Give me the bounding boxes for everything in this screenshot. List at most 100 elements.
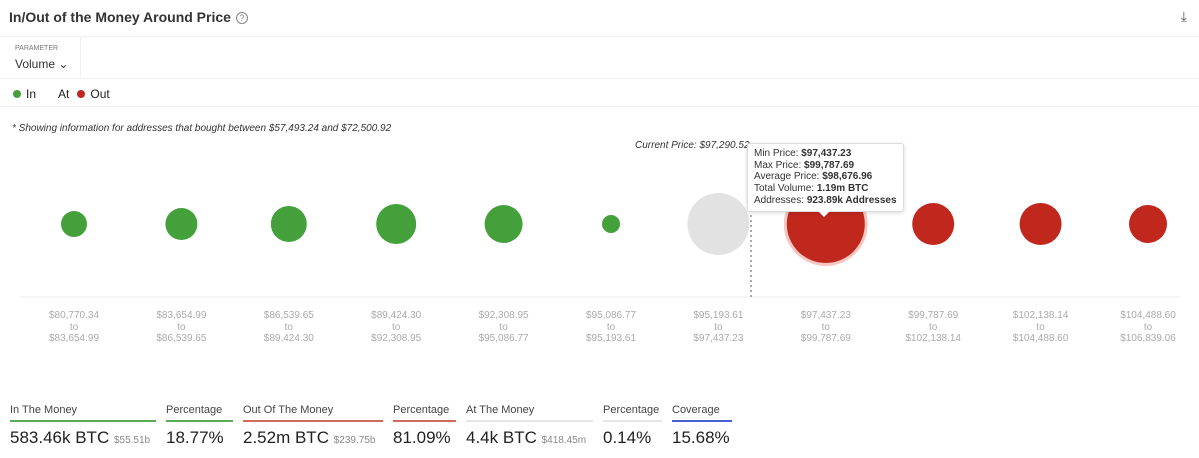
parameter-select[interactable]: PARAMETER Volume ⌄ (0, 36, 81, 78)
bubble-out[interactable] (1019, 203, 1062, 245)
x-tick-label: $95,086.77 (479, 333, 529, 344)
title-text: In/Out of the Money Around Price (9, 9, 231, 25)
stat-label: Percentage (393, 404, 456, 422)
stat-value: 15.68% (672, 428, 730, 447)
x-tick-label: $104,488.60 (1013, 333, 1069, 344)
x-tick-label: to (392, 322, 401, 333)
stat-label: At The Money (466, 404, 593, 422)
x-tick-label: $95,086.77 (586, 310, 636, 321)
divider (0, 36, 1199, 37)
x-tick-label: $97,437.23 (693, 333, 743, 344)
x-tick-label: $92,308.95 (479, 310, 529, 321)
bubble-in[interactable] (61, 211, 87, 237)
legend-label: At (58, 87, 70, 101)
x-tick-label: $95,193.61 (693, 310, 743, 321)
stat-0: In The Money 583.46k BTC $55.51b (10, 404, 156, 448)
stat-6: Coverage 15.68% (672, 404, 732, 448)
tooltip-label: Total Volume: (754, 183, 815, 195)
tooltip-volume: 1.19m BTC (816, 183, 869, 195)
legend-out[interactable]: Out (77, 87, 110, 101)
bubble-in[interactable] (376, 204, 417, 244)
bubble-in[interactable] (602, 215, 620, 233)
stat-value: 81.09% (393, 428, 451, 447)
stat-label: Percentage (603, 404, 662, 422)
stat-3: Percentage 81.09% (393, 404, 456, 448)
x-tick-label: to (1036, 322, 1045, 333)
x-tick-label: $99,787.69 (801, 333, 851, 344)
stat-4: At The Money 4.4k BTC $418.45m (466, 404, 593, 448)
x-tick-label: $104,488.60 (1120, 310, 1176, 321)
x-tick-label: $92,308.95 (371, 333, 421, 344)
tooltip-label: Min Price: (754, 148, 799, 159)
x-tick-label: to (607, 322, 616, 333)
x-tick-label: $95,193.61 (586, 333, 636, 344)
x-tick-label: to (177, 322, 186, 333)
x-tick-label: $80,770.34 (49, 310, 99, 321)
tooltip-min-price: $97,437.23 (801, 148, 852, 159)
current-price-label: Current Price: $97,290.52 (635, 140, 750, 151)
bubble-in[interactable] (484, 205, 523, 243)
legend-in[interactable]: In (13, 87, 36, 101)
x-tick-label: to (822, 322, 831, 333)
x-tick-label: $97,437.23 (801, 310, 851, 321)
parameter-value: Volume (15, 57, 56, 71)
tooltip-avg-price: $98,676.96 (822, 171, 873, 183)
summary-stats: In The Money 583.46k BTC $55.51b Percentag… (10, 404, 732, 448)
stat-value: 583.46k BTC (10, 428, 110, 447)
x-tick-label: to (70, 322, 79, 333)
divider (0, 106, 1199, 107)
stat-value: 0.14% (603, 428, 652, 447)
download-icon[interactable]: ⤓ (1180, 8, 1187, 24)
stat-label: In The Money (10, 404, 156, 422)
red-dot-icon (77, 90, 86, 98)
stat-value: 4.4k BTC (466, 428, 537, 447)
x-tick-label: to (1144, 322, 1153, 333)
stat-label: Coverage (672, 404, 732, 422)
stat-value: 18.77% (166, 428, 224, 447)
legend-label: Out (90, 87, 110, 101)
x-tick-label: to (714, 322, 723, 333)
green-dot-icon (13, 90, 21, 98)
bubble-at[interactable] (687, 193, 750, 255)
x-tick-label: $89,424.30 (371, 310, 421, 321)
bubble-in[interactable] (165, 208, 198, 240)
tooltip-addresses: 923.89k Addresses (806, 194, 897, 206)
x-tick-label: $83,654.99 (156, 310, 206, 321)
stat-sub: $418.45m (541, 435, 587, 446)
x-tick-label: $102,138.14 (905, 333, 961, 344)
stat-value: 2.52m BTC (243, 428, 329, 447)
x-tick-label: to (285, 322, 294, 333)
tooltip-label: Average Price: (754, 171, 820, 183)
tooltip-max-price: $99,787.69 (804, 159, 855, 171)
legend-at[interactable]: At (58, 87, 69, 101)
bubble-out[interactable] (1129, 205, 1167, 243)
x-tick-label: $106,839.06 (1120, 333, 1176, 344)
stat-label: Out Of The Money (243, 404, 383, 422)
bubble-out[interactable] (912, 203, 955, 245)
stat-1: Percentage 18.77% (166, 404, 233, 448)
question-circle-icon[interactable]: ? (235, 12, 248, 24)
x-tick-label: $102,138.14 (1013, 310, 1069, 321)
x-tick-label: to (499, 322, 508, 333)
info-note: * Showing information for addresses that… (12, 123, 392, 134)
x-tick-label: $99,787.69 (908, 310, 958, 321)
legend: In At Out (13, 87, 110, 101)
tooltip: Min Price: $97,437.23 Max Price: $99,787… (747, 143, 904, 216)
stat-2: Out Of The Money 2.52m BTC $239.75b (243, 404, 383, 448)
x-tick-label: $89,424.30 (264, 333, 314, 344)
x-tick-label: $86,539.65 (264, 310, 314, 321)
bubble-chart: Current Price: $97,290.52$80,770.34to$83… (20, 140, 1180, 344)
tooltip-label: Max Price: (754, 159, 802, 171)
stat-sub: $239.75b (333, 435, 376, 446)
stat-label: Percentage (166, 404, 233, 422)
stat-5: Percentage 0.14% (603, 404, 662, 448)
page-title: In/Out of the Money Around Price? (9, 9, 248, 25)
x-tick-label: to (929, 322, 938, 333)
tooltip-label: Addresses: (754, 194, 805, 206)
x-tick-label: $83,654.99 (49, 333, 99, 344)
divider (0, 78, 1199, 79)
parameter-label: PARAMETER (15, 45, 59, 52)
stat-sub: $55.51b (113, 435, 151, 446)
bubble-in[interactable] (270, 206, 307, 242)
legend-label: In (26, 87, 37, 101)
